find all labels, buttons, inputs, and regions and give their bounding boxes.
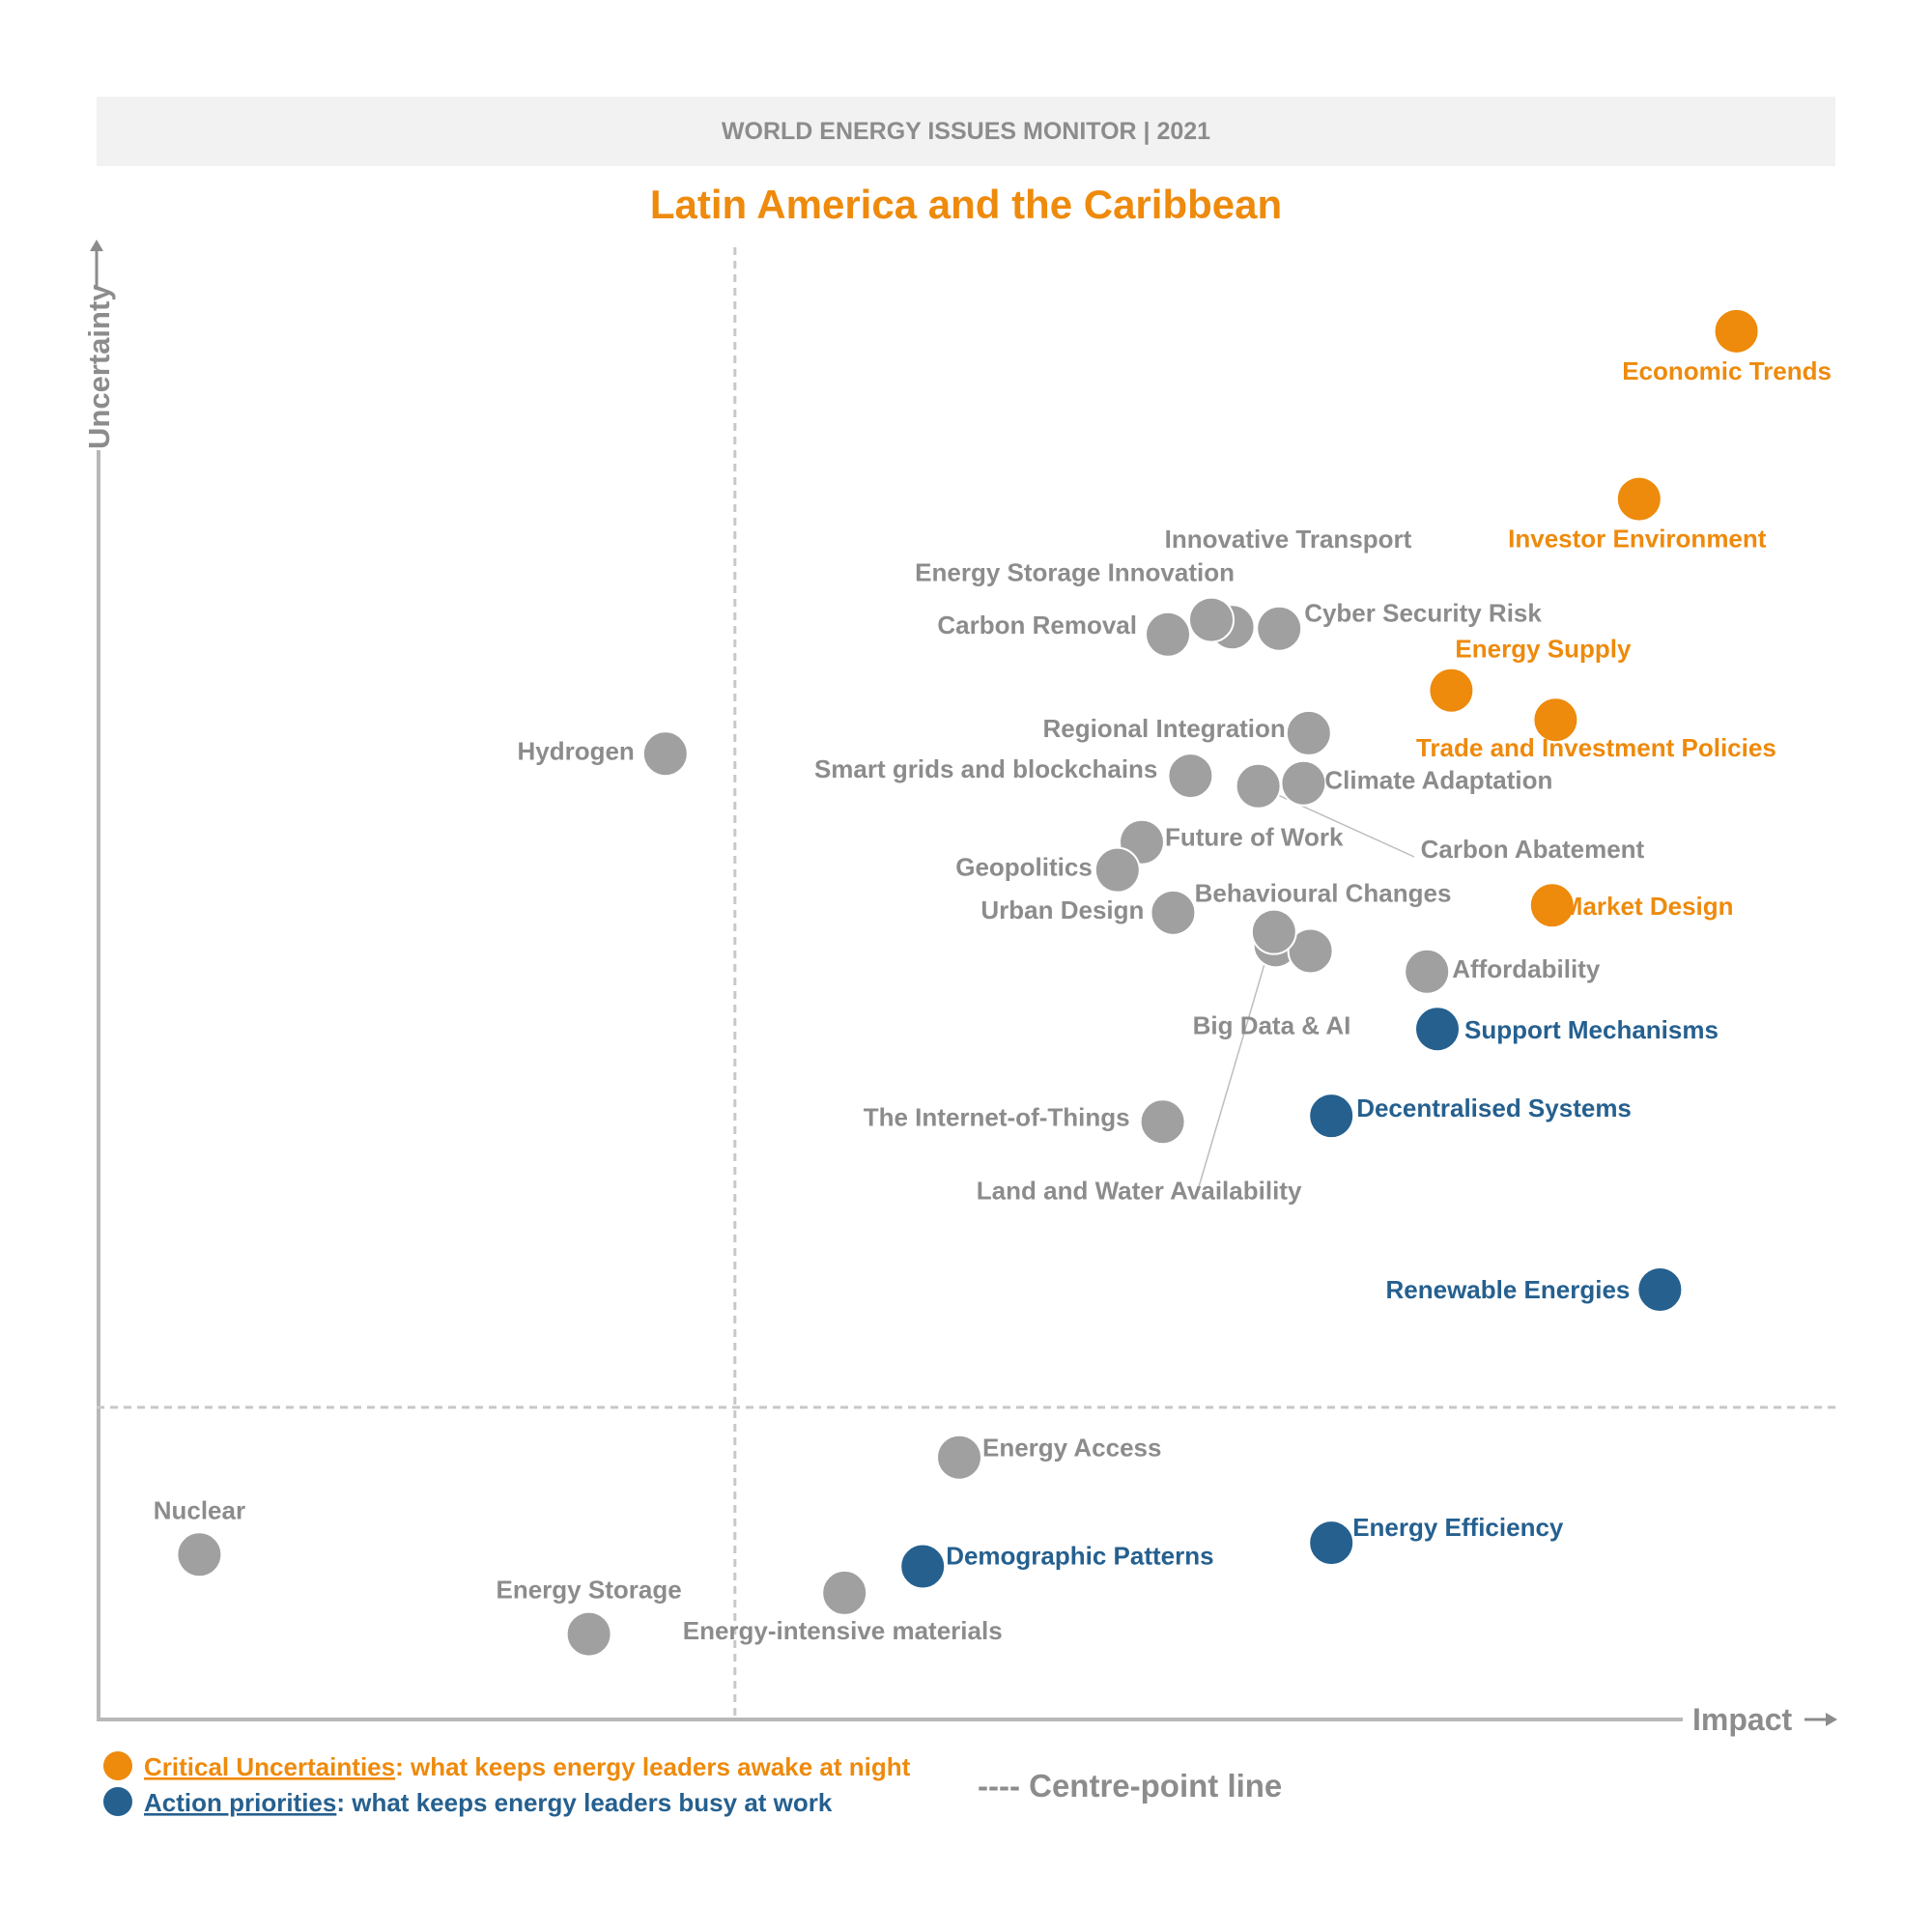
label-energy-storage-innovation: Energy Storage Innovation	[915, 558, 1235, 587]
label-demographic-patterns: Demographic Patterns	[946, 1542, 1213, 1571]
label-cyber-security-risk: Cyber Security Risk	[1304, 599, 1542, 628]
y-axis-arrow-icon	[90, 240, 103, 290]
point-demographic-patterns	[899, 1543, 947, 1590]
header-banner	[97, 97, 1835, 166]
y-axis-label: Uncertainty	[82, 284, 116, 449]
label-geopolitics: Geopolitics	[955, 853, 1093, 882]
x-axis-arrow-icon	[1804, 1713, 1837, 1726]
label-energy-intensive-materials: Energy-intensive materials	[683, 1616, 1003, 1645]
label-energy-storage: Energy Storage	[497, 1576, 682, 1605]
point-cyber-security-risk	[1256, 605, 1303, 652]
point-big-data-and-ai	[1287, 927, 1334, 975]
point-decentralised-systems	[1308, 1093, 1355, 1140]
point-affordability	[1404, 948, 1451, 995]
x-axis-label: Impact	[1692, 1702, 1792, 1737]
label-big-data-and-ai: Big Data & AI	[1193, 1010, 1351, 1039]
point-land-and-water-availability	[1250, 908, 1297, 955]
header-banner-text: WORLD ENERGY ISSUES MONITOR | 2021	[722, 118, 1210, 145]
label-carbon-removal: Carbon Removal	[937, 611, 1137, 639]
legend-critical-dot	[103, 1751, 132, 1780]
legend-action-desc: : what keeps energy leaders busy at work	[336, 1788, 833, 1817]
label-the-internet-of-things: The Internet-of-Things	[864, 1102, 1130, 1131]
label-future-of-work: Future of Work	[1165, 823, 1344, 852]
point-the-internet-of-things	[1139, 1098, 1186, 1146]
point-energy-access	[936, 1434, 982, 1481]
leader-line-carbon-abatement	[1258, 785, 1415, 858]
label-renewable-energies: Renewable Energies	[1386, 1275, 1631, 1304]
point-carbon-removal	[1145, 611, 1191, 658]
legend-critical: Critical Uncertainties: what keeps energ…	[144, 1752, 911, 1781]
label-affordability: Affordability	[1452, 954, 1601, 983]
point-climate-adaptation	[1280, 759, 1327, 807]
leader-line-land-and-water-availability	[1197, 931, 1275, 1191]
label-behavioural-changes: Behavioural Changes	[1195, 878, 1452, 907]
label-carbon-abatement: Carbon Abatement	[1421, 835, 1645, 864]
label-energy-access: Energy Access	[982, 1434, 1161, 1463]
point-nuclear	[176, 1531, 223, 1578]
point-energy-storage-innovation	[1188, 596, 1235, 643]
point-support-mechanisms	[1414, 1006, 1461, 1053]
legend-centre-point-line: ---- Centre-point line	[978, 1768, 1282, 1804]
point-energy-supply	[1428, 667, 1475, 714]
label-nuclear: Nuclear	[154, 1495, 245, 1524]
label-innovative-transport: Innovative Transport	[1165, 525, 1412, 554]
point-carbon-abatement	[1235, 762, 1282, 810]
point-economic-trends	[1713, 307, 1760, 355]
point-market-design	[1528, 882, 1576, 929]
label-investor-environment: Investor Environment	[1508, 525, 1767, 554]
label-regional-integration: Regional Integration	[1042, 714, 1285, 743]
label-energy-supply: Energy Supply	[1455, 635, 1632, 664]
point-energy-storage	[565, 1610, 612, 1658]
legend-action-dot	[103, 1787, 132, 1816]
chart-title: Latin America and the Caribbean	[650, 182, 1282, 227]
label-land-and-water-availability: Land and Water Availability	[977, 1177, 1302, 1206]
point-renewable-energies	[1636, 1265, 1684, 1313]
label-urban-design: Urban Design	[980, 895, 1144, 924]
label-smart-grids-and-blockchains: Smart grids and blockchains	[814, 754, 1157, 783]
point-hydrogen	[641, 730, 689, 778]
label-economic-trends: Economic Trends	[1622, 356, 1832, 385]
label-climate-adaptation: Climate Adaptation	[1324, 766, 1552, 795]
point-energy-intensive-materials	[821, 1569, 868, 1616]
label-energy-efficiency: Energy Efficiency	[1352, 1513, 1564, 1542]
label-support-mechanisms: Support Mechanisms	[1464, 1015, 1719, 1044]
legend-critical-term: Critical Uncertainties	[144, 1752, 395, 1781]
point-urban-design	[1150, 889, 1197, 936]
point-smart-grids-and-blockchains	[1167, 753, 1214, 800]
legend-critical-desc: : what keeps energy leaders awake at nig…	[395, 1752, 911, 1781]
point-trade-and-investment-policies	[1532, 696, 1579, 744]
point-energy-efficiency	[1308, 1520, 1355, 1567]
label-hydrogen: Hydrogen	[517, 736, 634, 765]
label-decentralised-systems: Decentralised Systems	[1356, 1094, 1632, 1122]
legend-action: Action priorities: what keeps energy lea…	[144, 1788, 833, 1817]
label-market-design: Market Design	[1562, 892, 1734, 921]
point-geopolitics	[1094, 846, 1141, 894]
data-labels: Innovative Transport Energy Storage Innov…	[154, 356, 1832, 1645]
point-investor-environment	[1615, 475, 1662, 523]
legend-action-term: Action priorities	[144, 1788, 336, 1817]
point-regional-integration	[1285, 709, 1332, 756]
data-points	[176, 307, 1760, 1658]
label-trade-and-investment-policies: Trade and Investment Policies	[1416, 733, 1776, 762]
